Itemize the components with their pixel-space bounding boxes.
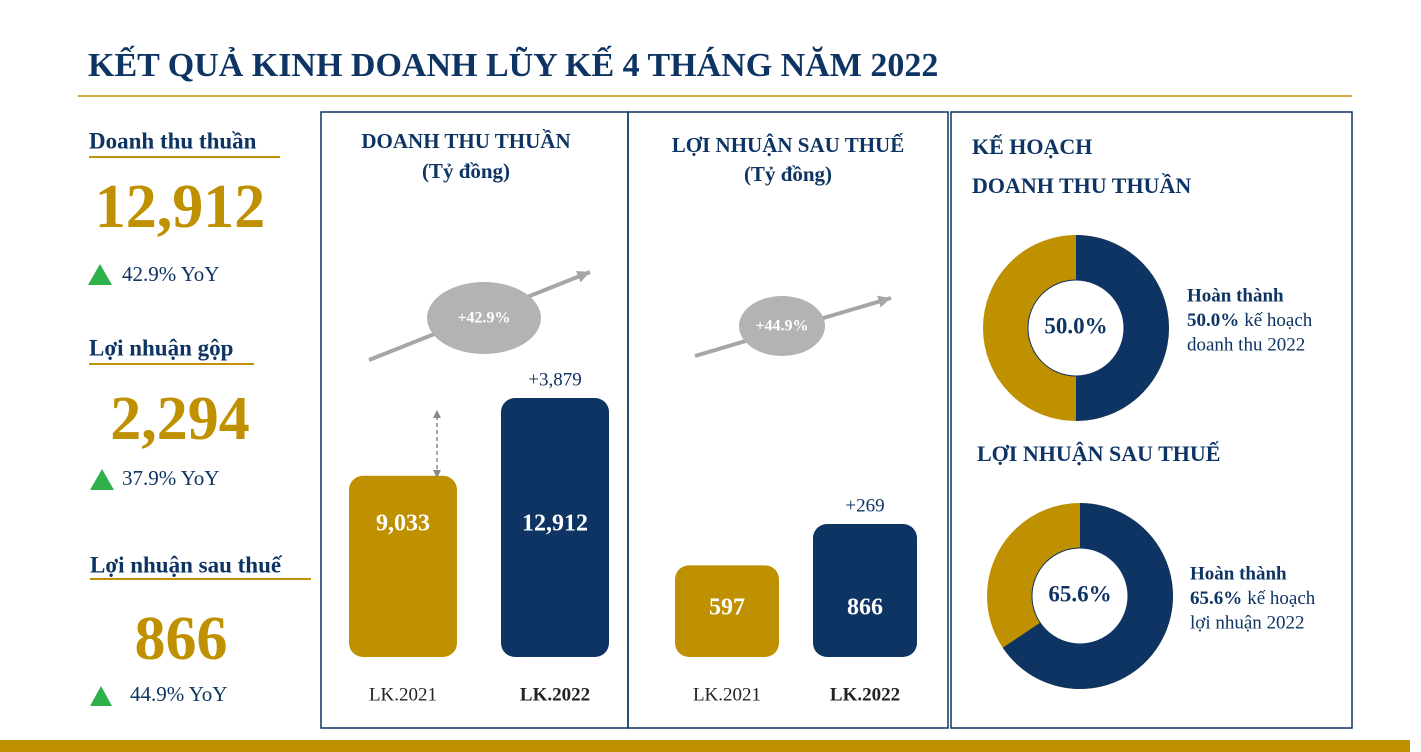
plan-title: LỢI NHUẬN SAU THUẾ bbox=[977, 441, 1220, 466]
bar-label: 12,912 bbox=[522, 511, 588, 537]
kpi-value: 866 bbox=[135, 605, 228, 673]
plan-title: DOANH THU THUẦN bbox=[972, 173, 1191, 198]
category-label: LK.2022 bbox=[520, 684, 590, 705]
bar bbox=[813, 524, 917, 657]
panel-unit: (Tỷ đồng) bbox=[744, 162, 832, 186]
trend-arrowhead bbox=[877, 295, 891, 308]
kpi-value: 12,912 bbox=[95, 173, 266, 241]
donut-hole bbox=[1031, 547, 1129, 645]
kpi-label: Lợi nhuận sau thuế bbox=[90, 552, 283, 577]
panel-unit: (Tỷ đồng) bbox=[422, 159, 510, 183]
note-title: Hoàn thành bbox=[1187, 285, 1284, 306]
kpi-label: Doanh thu thuần bbox=[89, 128, 257, 153]
note-title: Hoàn thành bbox=[1190, 563, 1287, 584]
note-line: lợi nhuận 2022 bbox=[1190, 612, 1305, 633]
plan-heading: KẾ HOẠCH bbox=[972, 134, 1092, 159]
kpi-value: 2,294 bbox=[110, 385, 250, 453]
note-line: 65.6% kế hoạch bbox=[1190, 588, 1316, 609]
panel-frame bbox=[627, 111, 949, 729]
category-label: LK.2021 bbox=[369, 684, 437, 705]
growth-label: +44.9% bbox=[755, 318, 808, 335]
growth-bubble bbox=[427, 282, 541, 354]
trend-arrowhead bbox=[576, 271, 590, 283]
bottom-band bbox=[0, 740, 1410, 752]
bar-label: 597 bbox=[709, 595, 745, 621]
kpi-change: 44.9% YoY bbox=[130, 682, 227, 706]
note-percent: 50.0% bbox=[1187, 310, 1239, 331]
note-percent: 65.6% bbox=[1190, 588, 1242, 609]
growth-label: +42.9% bbox=[457, 310, 510, 327]
kpi-change: 42.9% YoY bbox=[122, 262, 219, 286]
donut-arc bbox=[1076, 235, 1169, 421]
bar bbox=[675, 565, 779, 657]
donut-label: 65.6% bbox=[1048, 581, 1111, 606]
donut-label: 50.0% bbox=[1044, 313, 1107, 338]
increase-label: +3,879 bbox=[528, 369, 581, 390]
category-label: LK.2021 bbox=[693, 684, 761, 705]
panel-title: DOANH THU THUẦN bbox=[361, 129, 570, 153]
kpi-change: 37.9% YoY bbox=[122, 466, 219, 490]
up-icon bbox=[90, 686, 112, 706]
panel-frame bbox=[950, 111, 1353, 729]
note-text: kế hoạch bbox=[1244, 310, 1313, 331]
bar bbox=[501, 398, 609, 657]
up-icon bbox=[90, 469, 114, 490]
diff-guide-head bbox=[433, 470, 441, 478]
bar bbox=[349, 475, 457, 657]
increase-label: +269 bbox=[845, 495, 884, 516]
diff-guide-head bbox=[433, 410, 441, 418]
up-icon bbox=[88, 264, 112, 285]
category-label: LK.2022 bbox=[830, 684, 900, 705]
bar-label: 9,033 bbox=[376, 511, 430, 537]
panel-title: LỢI NHUẬN SAU THUẾ bbox=[672, 133, 904, 157]
bar-label: 866 bbox=[847, 595, 883, 621]
note-line: doanh thu 2022 bbox=[1187, 334, 1305, 355]
donut-arc bbox=[1002, 503, 1173, 690]
kpi-label: Lợi nhuận gộp bbox=[89, 335, 233, 360]
title: KẾT QUẢ KINH DOANH LŨY KẾ 4 THÁNG NĂM 20… bbox=[88, 45, 938, 84]
note-line: 50.0% kế hoạch bbox=[1187, 310, 1313, 331]
growth-bubble bbox=[739, 296, 825, 356]
donut-hole bbox=[1027, 279, 1125, 377]
note-text: kế hoạch bbox=[1247, 588, 1316, 609]
